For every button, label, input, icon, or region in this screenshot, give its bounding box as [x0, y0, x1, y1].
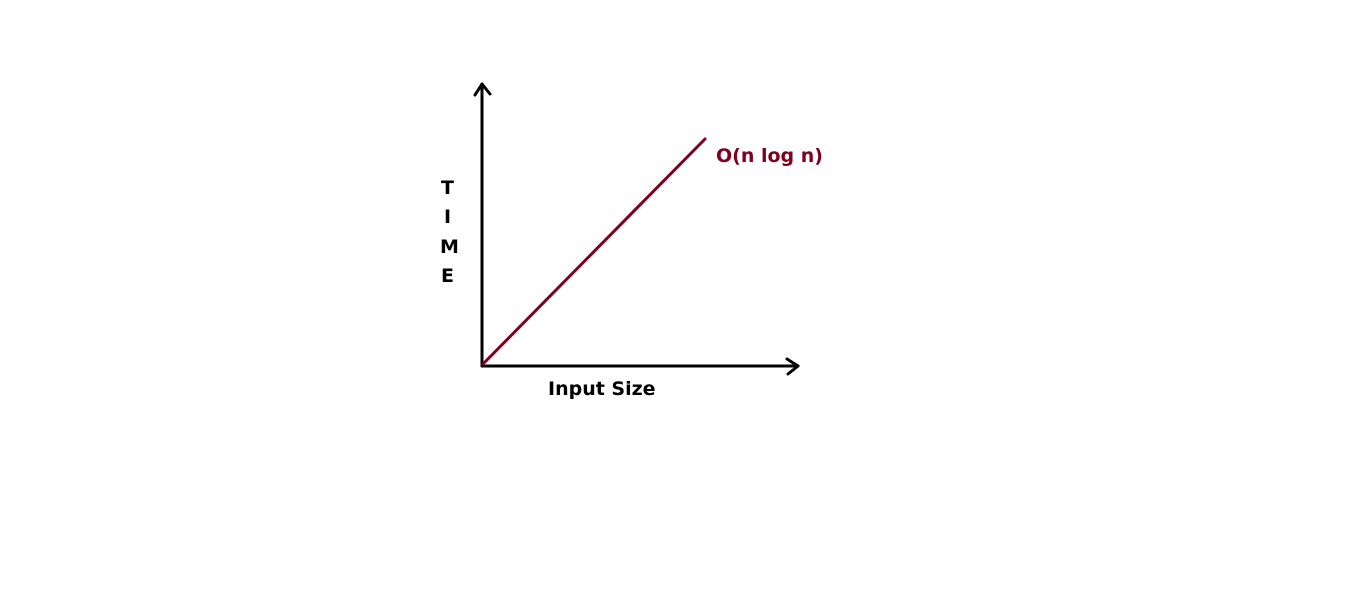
- y-axis-label-letter-e: E: [441, 265, 454, 287]
- x-axis-label: Input Size: [548, 378, 656, 400]
- y-axis-label-letter-m: M: [440, 236, 459, 258]
- y-axis-arrowhead: [473, 82, 492, 97]
- x-axis-arrowhead: [785, 357, 800, 376]
- curve-label: O(n log n): [716, 145, 823, 167]
- complexity-curve: [481, 137, 707, 366]
- y-axis-label-letter-i: I: [444, 206, 451, 228]
- y-axis-label-letter-t: T: [441, 177, 454, 199]
